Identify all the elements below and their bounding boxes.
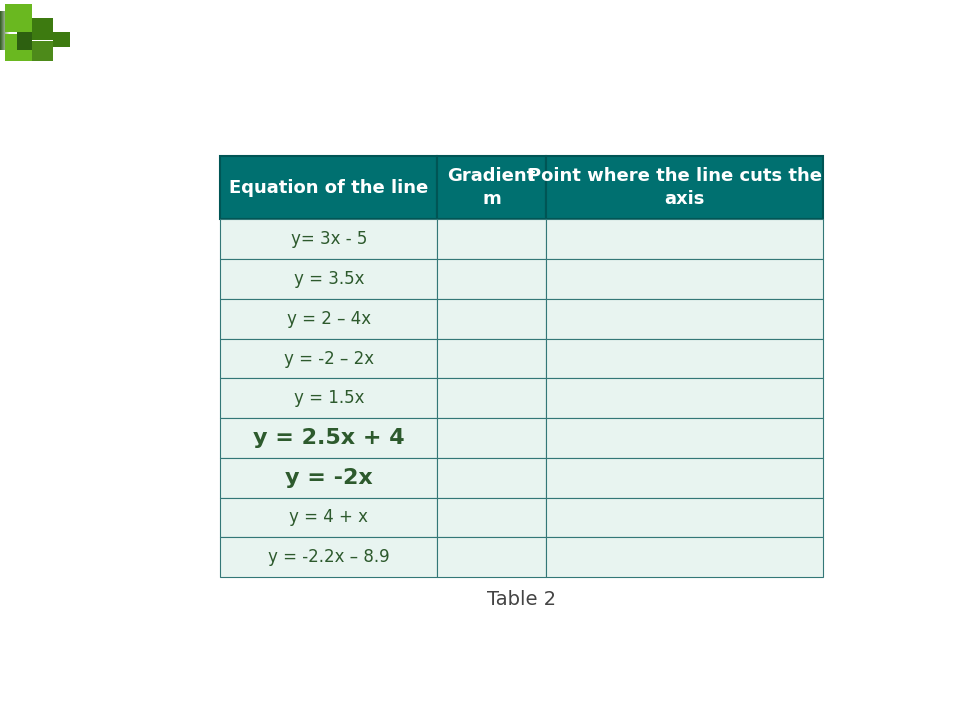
Bar (438, 299, 546, 338)
Bar (546, 220, 823, 259)
Bar (438, 156, 546, 220)
Text: y = 2 – 4x: y = 2 – 4x (287, 310, 371, 328)
Bar (546, 259, 823, 299)
Bar (221, 220, 438, 259)
Text: y = 3.5x: y = 3.5x (294, 270, 364, 288)
Bar (438, 379, 546, 418)
Bar (546, 338, 823, 379)
Bar (221, 259, 438, 299)
Text: y = -2x: y = -2x (285, 468, 372, 487)
Text: y = -2.2x – 8.9: y = -2.2x – 8.9 (268, 548, 390, 566)
Bar (221, 379, 438, 418)
Bar (221, 338, 438, 379)
Bar (546, 537, 823, 577)
Text: y = 4 + x: y = 4 + x (289, 508, 369, 526)
Bar (221, 299, 438, 338)
Bar (438, 259, 546, 299)
Text: Table 2: Table 2 (487, 590, 557, 608)
Text: Equation of the line: Equation of the line (229, 179, 428, 197)
Text: y = 2.5x + 4: y = 2.5x + 4 (253, 428, 405, 448)
Bar (438, 537, 546, 577)
Bar (221, 498, 438, 537)
Bar (438, 338, 546, 379)
Bar (546, 299, 823, 338)
Bar (546, 418, 823, 458)
Text: Point where the line cuts the y
axis: Point where the line cuts the y axis (528, 168, 840, 207)
Bar (438, 418, 546, 458)
Text: y = 1.5x: y = 1.5x (294, 390, 364, 408)
Text: y= 3x - 5: y= 3x - 5 (291, 230, 367, 248)
Bar (221, 156, 438, 220)
Bar (438, 220, 546, 259)
Bar (546, 379, 823, 418)
Bar (221, 537, 438, 577)
Bar (546, 156, 823, 220)
Bar (438, 458, 546, 498)
Bar (221, 458, 438, 498)
Text: y = -2 – 2x: y = -2 – 2x (284, 349, 374, 367)
Bar (221, 418, 438, 458)
Text: Gradient
m: Gradient m (447, 168, 536, 207)
Bar (438, 498, 546, 537)
Bar (546, 498, 823, 537)
Bar (546, 458, 823, 498)
